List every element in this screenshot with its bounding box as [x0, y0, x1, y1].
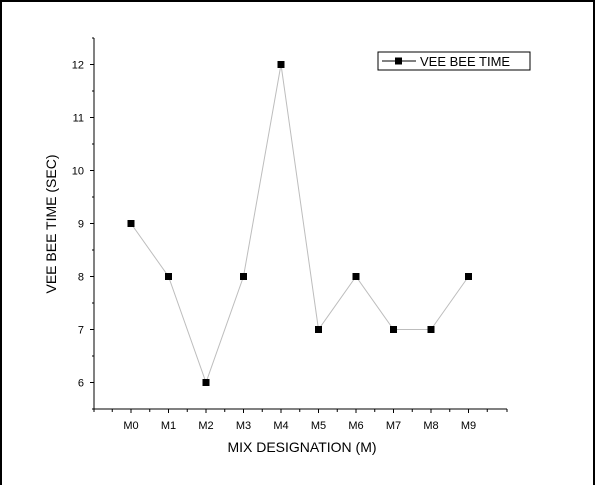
data-point-marker	[352, 273, 360, 280]
x-tick-label: M6	[348, 420, 363, 432]
legend: VEE BEE TIME	[377, 51, 531, 71]
data-point-marker	[315, 326, 322, 333]
x-tick-label: M8	[423, 420, 438, 432]
data-point-marker	[240, 273, 247, 280]
series-vee-bee-time	[127, 61, 472, 386]
series-line	[130, 64, 469, 384]
y-tick-label: 6	[78, 378, 84, 390]
data-point-marker	[427, 326, 435, 333]
legend-marker	[395, 57, 402, 65]
x-tick-label: M7	[386, 420, 401, 432]
y-axis-title: VEE BEE TIME (SEC)	[43, 155, 59, 294]
data-point-marker	[277, 61, 285, 68]
x-tick-label: M3	[236, 420, 251, 432]
x-tick-label: M5	[311, 420, 326, 432]
x-tick-label: M4	[273, 420, 288, 432]
y-tick-label: 12	[72, 60, 84, 72]
y-axis-ticks: 6 7 8 9 10 11 12	[72, 37, 94, 410]
legend-label: VEE BEE TIME	[420, 54, 510, 69]
data-point-marker	[202, 379, 210, 386]
axes	[93, 38, 507, 410]
x-axis-title: MIX DESIGNATION (M)	[227, 439, 376, 455]
data-point-marker	[390, 326, 397, 333]
y-tick-label: 9	[78, 219, 84, 231]
data-point-marker	[127, 220, 135, 227]
x-tick-label: M2	[198, 420, 213, 432]
y-tick-label: 8	[78, 272, 84, 284]
x-axis-ticks: M0 M1 M2 M3 M4 M5 M6 M7 M8 M9	[93, 409, 508, 432]
y-tick-label: 11	[73, 113, 84, 125]
data-point-marker	[465, 273, 472, 280]
x-tick-label: M9	[461, 420, 476, 432]
x-tick-label: M1	[161, 420, 176, 432]
data-point-marker	[165, 273, 172, 280]
legend-box	[377, 51, 531, 71]
x-tick-label: M0	[123, 420, 138, 432]
y-tick-label: 7	[78, 325, 84, 337]
y-tick-label: 10	[72, 166, 84, 178]
